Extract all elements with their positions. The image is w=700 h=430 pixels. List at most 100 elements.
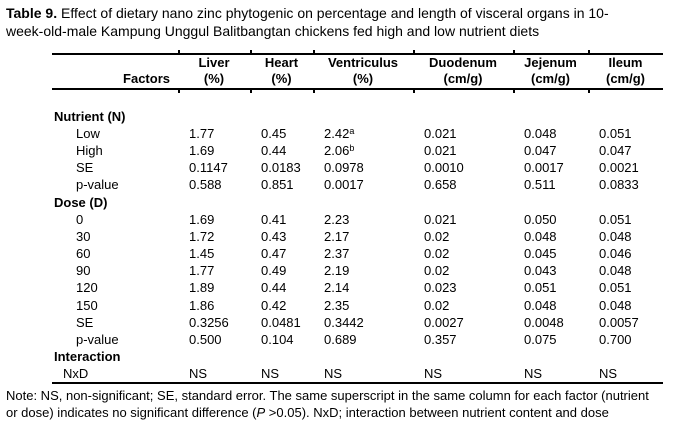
column-boundary-tick [513, 90, 515, 93]
value-cell: 0.0027 [424, 314, 464, 330]
table-row: 90 1.77 0.49 2.19 0.02 0.043 0.048 [52, 263, 663, 280]
value-cell: NS [424, 365, 443, 381]
column-unit: (cm/g) [531, 70, 570, 86]
value-cell: 0.45 [261, 125, 287, 141]
value-cell: 0.1147 [189, 160, 228, 176]
row-label: High [76, 142, 103, 158]
value-cell: 0.104 [261, 332, 294, 348]
note-line-1: Note: NS, non-significant; SE, standard … [6, 388, 649, 403]
value-cell: 2.19 [324, 263, 350, 279]
value-cell: NS [599, 365, 618, 381]
note-line-2: or dose) indicates no significant differ… [6, 404, 649, 421]
table-row: 120 1.89 0.44 2.14 0.023 0.051 0.051 [52, 280, 663, 297]
row-label: 150 [76, 297, 98, 313]
section-header-row: Dose (D) [52, 194, 663, 211]
column-boundary-tick [250, 90, 252, 93]
value-cell: 1.45 [189, 246, 215, 262]
column-name: Ileum [608, 55, 643, 70]
value-cell: 0.0017 [524, 160, 564, 176]
value-cell: 0.511 [524, 177, 556, 193]
table-row: p-value 0.500 0.104 0.689 0.357 0.075 0.700 [52, 331, 663, 348]
table-row: SE 0.3256 0.0481 0.3442 0.0027 0.0048 0.0057 [52, 314, 663, 331]
column-boundary-tick [588, 50, 590, 53]
column-unit: (%) [203, 70, 225, 86]
value-cell: 0.0057 [599, 314, 639, 330]
table-row: 0 1.69 0.41 2.23 0.021 0.050 0.051 [52, 211, 663, 228]
column-header-duodenum: Duodenum (cm/g) [413, 54, 513, 89]
column-name: Heart [264, 55, 299, 70]
value-cell: 0.02 [424, 228, 450, 244]
value-cell: 0.050 [524, 211, 557, 227]
column-boundary-tick [413, 50, 415, 53]
section-header-row: Interaction [52, 349, 663, 366]
value-cell: 0.689 [324, 332, 357, 348]
section-header: Nutrient (N) [54, 108, 126, 124]
column-name: Ventriculus [327, 55, 399, 70]
value-cell: 0.700 [599, 332, 632, 348]
value-cell: 0.048 [524, 297, 557, 313]
value-cell: 0.44 [261, 280, 287, 296]
table-row: 150 1.86 0.42 2.35 0.02 0.048 0.048 [52, 297, 663, 314]
column-boundary-tick [250, 50, 252, 53]
column-header-ileum: Ileum (cm/g) [588, 54, 663, 89]
column-header-heart: Heart (%) [250, 54, 313, 89]
column-boundary-tick [313, 50, 315, 53]
table-row: High 1.69 0.44 2.06b 0.021 0.047 0.047 [52, 142, 663, 159]
row-label: SE [76, 160, 94, 176]
column-unit: (cm/g) [606, 70, 645, 86]
row-label: p-value [76, 332, 119, 348]
column-boundary-tick [588, 90, 590, 93]
value-cell: 2.06b [324, 142, 355, 158]
column-header-jejenum: Jejenum (cm/g) [513, 54, 588, 89]
caption-line-1: Table 9. Effect of dietary nano zinc phy… [6, 4, 609, 22]
value-cell: 1.69 [189, 142, 215, 158]
value-cell: 1.77 [189, 125, 215, 141]
row-label: 0 [76, 211, 84, 227]
note-line-2-pre: or dose) indicates no significant differ… [6, 405, 257, 420]
value-cell: 0.051 [599, 211, 632, 227]
value-cell: 0.047 [524, 142, 557, 158]
value-cell: 0.043 [524, 263, 557, 279]
value-cell: 0.02 [424, 246, 450, 262]
value-cell: 0.021 [424, 211, 457, 227]
value-cell: 0.357 [424, 332, 457, 348]
column-name: Jejenum [524, 55, 577, 70]
value-cell: 1.72 [189, 228, 215, 244]
value-cell: NS [324, 365, 343, 381]
value-cell: 2.37 [324, 246, 350, 262]
value-cell: 0.048 [524, 125, 557, 141]
value-cell: 0.021 [424, 125, 457, 141]
value-cell: 0.0017 [324, 177, 364, 193]
value-cell: 0.588 [189, 177, 222, 193]
column-unit: (%) [352, 70, 374, 86]
row-label: p-value [76, 177, 119, 193]
row-label: NxD [63, 365, 89, 381]
column-unit: (cm/g) [443, 70, 483, 86]
value-cell: 0.045 [524, 246, 557, 262]
column-name: Liver [198, 55, 230, 70]
value-cell: 1.89 [189, 280, 215, 296]
section-header-row: Nutrient (N) [52, 108, 663, 125]
column-name: Duodenum [429, 55, 497, 70]
value-cell: 0.051 [599, 125, 632, 141]
section-header: Dose (D) [54, 194, 108, 210]
column-header-ventriculus: Ventriculus (%) [313, 54, 413, 89]
table-9-container: Factors Liver (%) Heart (%) Ventriculus (%) Duo… [52, 50, 663, 384]
value-cell: 0.075 [524, 332, 557, 348]
caption-text-1: Effect of dietary nano zinc phytogenic o… [60, 5, 609, 21]
table-row: SE 0.1147 0.0183 0.0978 0.0010 0.0017 0.0021 [52, 160, 663, 177]
column-unit: (%) [271, 70, 292, 86]
table-note: Note: NS, non-significant; SE, standard … [6, 387, 649, 421]
value-cell: 0.048 [599, 297, 632, 313]
superscript: a [349, 125, 355, 136]
value-cell: 0.047 [599, 142, 632, 158]
value-cell: 0.658 [424, 177, 457, 193]
value-cell: 0.0021 [599, 160, 639, 176]
factors-column-header: Factors [123, 70, 170, 86]
value-cell: 0.021 [424, 142, 457, 158]
value-cell: 0.44 [261, 142, 287, 158]
column-boundary-tick [413, 90, 415, 93]
value-cell: 0.0183 [261, 160, 301, 176]
caption-line-2: week-old-male Kampung Unggul Balitbangta… [6, 23, 540, 39]
